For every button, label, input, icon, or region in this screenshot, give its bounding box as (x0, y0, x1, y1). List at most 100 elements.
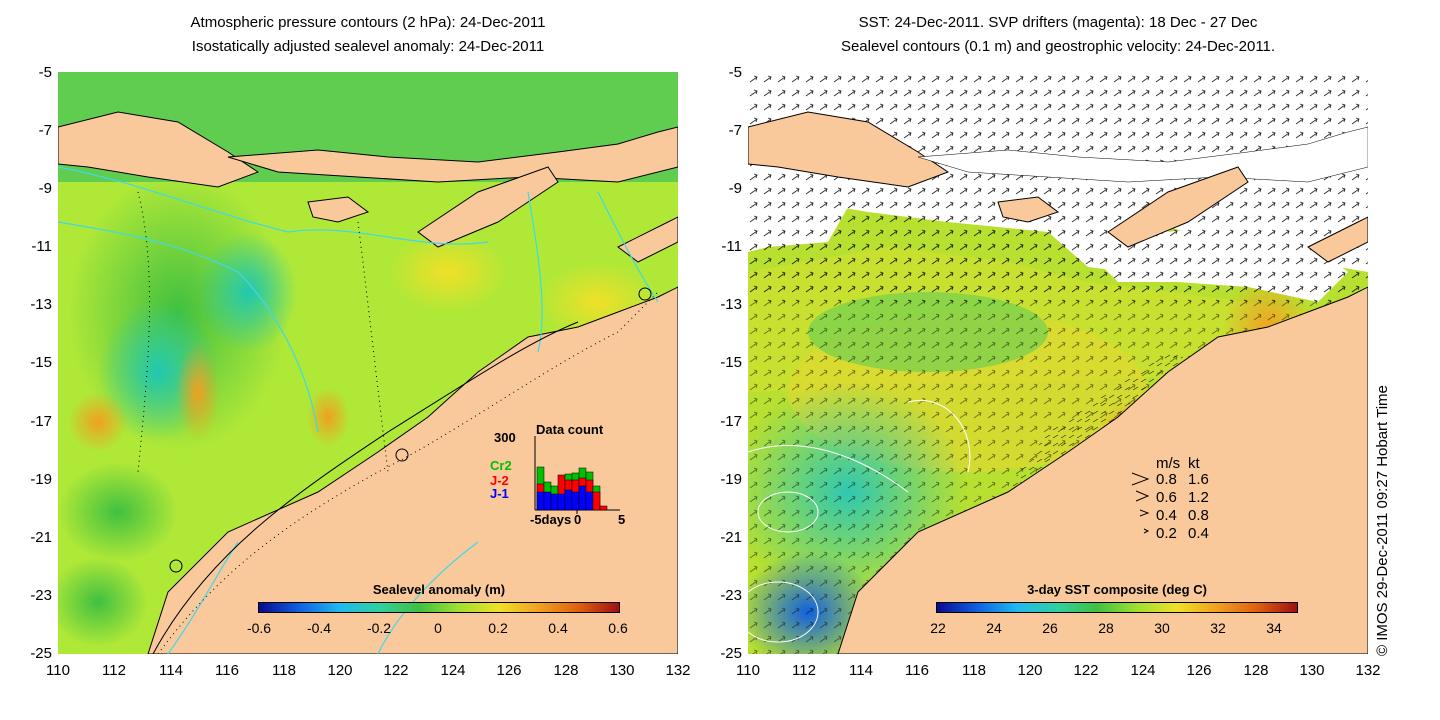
right-xtick: 124 (1130, 662, 1156, 679)
sst-tick-2: 24 (986, 620, 1002, 636)
left-ytick: -11 (31, 238, 52, 255)
bar-10 (599, 505, 608, 511)
velocity-legend-kt: 1.2 (1188, 489, 1209, 506)
sst-tick-1: 22 (930, 620, 946, 636)
legend-j1: J-1 (490, 486, 509, 501)
right-ytick: -25 (720, 645, 742, 662)
bar-3-blue (550, 493, 559, 511)
imos-credit: © IMOS 29-Dec-2011 09:27 Hobart Time (1374, 385, 1391, 656)
right-xtick: 128 (1243, 662, 1269, 679)
right-title-line2: Sealevel contours (0.1 m) and geostrophi… (840, 38, 1276, 55)
right-xtick: 122 (1073, 662, 1099, 679)
bar-5-blue (564, 489, 573, 511)
velocity-legend-ms: 0.4 (1156, 507, 1177, 524)
left-xtick: 124 (440, 662, 466, 679)
sst-tick-5: 30 (1154, 620, 1170, 636)
sealevel-colorbar (258, 602, 620, 613)
right-xtick: 126 (1186, 662, 1212, 679)
australia-land (147, 286, 678, 654)
right-ytick: -13 (720, 296, 742, 313)
left-xtick: 112 (102, 662, 126, 679)
right-xtick: 110 (736, 662, 760, 679)
left-ytick: -17 (30, 413, 52, 430)
left-ytick: -7 (38, 122, 52, 139)
right-xtick: 118 (962, 662, 986, 679)
sst-map (748, 72, 1368, 654)
right-xtick: 112 (792, 662, 816, 679)
island-java-timor (58, 111, 260, 188)
right-ytick: -15 (720, 354, 742, 371)
bar-7-blue (578, 485, 587, 511)
sst-tick-7: 34 (1266, 620, 1282, 636)
right-title-line1: SST: 24-Dec-2011. SVP drifters (magenta)… (858, 14, 1258, 31)
right-ytick: -23 (720, 587, 742, 604)
velocity-legend-ms-header: m/s (1156, 455, 1181, 472)
sst-colorbar (936, 602, 1298, 613)
bar-2-blue (543, 491, 552, 511)
sst-tick-3: 26 (1042, 620, 1058, 636)
data-count-xlabel-start: -5days (530, 512, 572, 527)
histogram-bars (536, 466, 608, 511)
left-xtick: 110 (46, 662, 70, 679)
sealevel-tick-5: 0.2 (488, 620, 508, 636)
right-xtick: 114 (849, 662, 873, 679)
left-ytick: -19 (30, 471, 52, 488)
left-ytick: -13 (30, 296, 52, 313)
velocity-arrows-legend (1131, 472, 1150, 534)
right-ytick: -17 (720, 413, 742, 430)
data-count-inset: Data count 300 Cr2 J-2 J-1 (478, 420, 628, 530)
left-ytick: -23 (30, 587, 52, 604)
velocity-legend-kt: 1.6 (1188, 471, 1209, 488)
velocity-legend-ms: 0.8 (1156, 471, 1177, 488)
legend-cr2: Cr2 (490, 458, 512, 473)
data-count-histogram (534, 436, 620, 514)
left-xtick: 120 (327, 662, 353, 679)
left-xtick: 130 (609, 662, 635, 679)
left-xtick: 118 (272, 662, 296, 679)
sealevel-anomaly-map (58, 72, 678, 654)
sealevel-tick-1: -0.6 (246, 620, 272, 636)
right-map[interactable]: m/s kt 0.8 1.6 0.6 1.2 0.4 0.8 0.2 0.4 3… (748, 72, 1368, 654)
data-count-xlabel-end: 5 (618, 512, 626, 527)
bar-8-blue (585, 491, 594, 511)
right-ytick: -21 (720, 529, 742, 546)
sealevel-tick-6: 0.4 (548, 620, 568, 636)
sst-tick-6: 32 (1210, 620, 1226, 636)
bar-1-blue (536, 491, 545, 511)
right-xtick: 120 (1017, 662, 1043, 679)
left-map[interactable]: Data count 300 Cr2 J-2 J-1 (58, 72, 678, 654)
sealevel-tick-4: 0 (434, 620, 442, 636)
right-xtick: 130 (1299, 662, 1325, 679)
right-ytick: -9 (728, 180, 742, 197)
left-xtick: 128 (553, 662, 579, 679)
velocity-legend-ms: 0.2 (1156, 525, 1177, 542)
velocity-legend-ms: 0.6 (1156, 489, 1177, 506)
right-ytick: -7 (728, 122, 742, 139)
left-xtick: 114 (159, 662, 183, 679)
right-ytick: -11 (721, 238, 742, 255)
velocity-legend-kt: 0.8 (1188, 507, 1209, 524)
right-xtick: 132 (1355, 662, 1381, 679)
sealevel-tick-3: -0.2 (366, 620, 392, 636)
left-xtick: 126 (496, 662, 522, 679)
right-xtick: 116 (905, 662, 929, 679)
left-title-line1: Atmospheric pressure contours (2 hPa): 2… (190, 14, 546, 31)
sst-tick-4: 28 (1098, 620, 1114, 636)
australia-land (837, 286, 1368, 654)
left-ytick: -21 (30, 529, 52, 546)
left-ytick: -5 (38, 64, 52, 81)
left-ytick: -9 (38, 180, 52, 197)
left-ytick: -15 (30, 354, 52, 371)
velocity-legend-kt-header: kt (1188, 455, 1200, 472)
data-count-xlabel-zero: 0 (574, 512, 582, 527)
left-xtick: 132 (665, 662, 691, 679)
velocity-legend-kt: 0.4 (1188, 525, 1209, 542)
right-ytick: -5 (728, 64, 742, 81)
left-ytick: -25 (30, 645, 52, 662)
left-xtick: 116 (215, 662, 239, 679)
left-xtick: 122 (383, 662, 409, 679)
data-count-ymax: 300 (494, 430, 516, 445)
velocity-legend: m/s kt 0.8 1.6 0.6 1.2 0.4 0.8 0.2 0.4 (1126, 455, 1236, 545)
bar-6-blue (571, 491, 580, 511)
bar-9-red (592, 491, 601, 511)
